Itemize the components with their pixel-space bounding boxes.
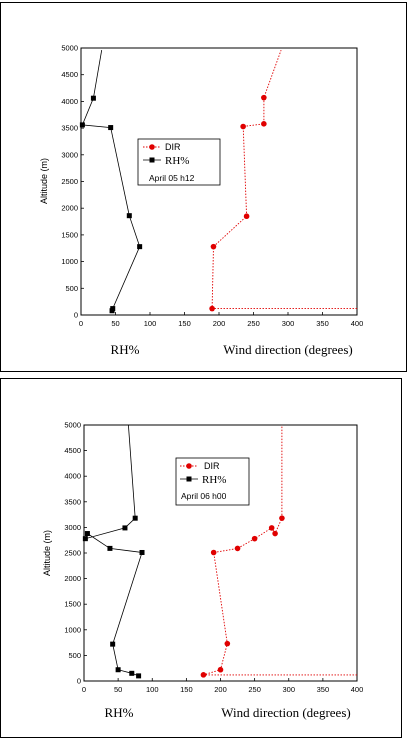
point-dir	[209, 305, 215, 312]
y-tick-label: 5000	[64, 421, 81, 430]
point-rh	[90, 95, 96, 101]
point-rh	[110, 306, 116, 312]
legend-dir-marker	[186, 463, 192, 469]
point-rh	[108, 125, 114, 131]
legend: DIR RH% April 05 h12	[137, 138, 221, 186]
point-dir	[279, 515, 285, 521]
legend-rh-marker	[149, 157, 155, 163]
y-tick-label: 1500	[64, 600, 81, 609]
point-dir	[251, 535, 258, 542]
x-tick-label: 100	[146, 685, 159, 694]
series-line-dir	[211, 49, 357, 310]
point-rh	[115, 667, 121, 673]
point-rh	[122, 525, 128, 531]
point-dir	[210, 549, 217, 556]
point-dir	[272, 530, 278, 537]
point-dir	[234, 545, 241, 552]
y-tick-label: 500	[68, 651, 81, 660]
y-tick-label: 2500	[64, 549, 81, 558]
y-tick-label: 2000	[61, 204, 78, 213]
point-rh	[137, 244, 143, 250]
y-axis-label: Altitude (m)	[42, 530, 52, 576]
chart-panel-april-06: Altitude (m) RH% Wind direction (degrees…	[0, 378, 402, 738]
point-dir	[217, 666, 224, 673]
point-rh	[82, 536, 88, 542]
legend-date: April 05 h12	[149, 173, 195, 183]
legend-dir-marker	[149, 144, 155, 150]
chart-april-06: Altitude (m) RH% Wind direction (degrees…	[42, 421, 364, 721]
y-tick-label: 5000	[61, 44, 78, 53]
chart-panel-april-05: Altitude (m) RH% Wind direction (degrees…	[0, 2, 407, 372]
point-dir	[268, 525, 275, 531]
y-tick-label: 3000	[61, 150, 78, 159]
x-axis-label-wind: Wind direction (degrees)	[221, 705, 350, 720]
y-tick-label: 3000	[64, 523, 81, 532]
legend-dir-label: DIR	[204, 461, 220, 471]
point-dir	[261, 121, 267, 127]
point-rh	[126, 213, 132, 219]
x-tick-label: 150	[180, 685, 193, 694]
legend: DIR RH% April 06 h00	[175, 457, 250, 506]
y-tick-label: 1000	[64, 625, 81, 634]
x-tick-label: 250	[247, 319, 260, 328]
y-tick-label: 500	[65, 284, 78, 293]
legend-rh-label: RH%	[165, 155, 189, 167]
y-tick-label: 3500	[64, 497, 81, 506]
point-dir	[200, 672, 207, 678]
x-axis-label-wind: Wind direction (degrees)	[223, 342, 352, 357]
y-tick-label: 4500	[61, 70, 78, 79]
point-rh	[132, 515, 138, 521]
point-rh	[107, 545, 113, 551]
x-tick-label: 150	[178, 319, 191, 328]
series-line-rh	[84, 424, 143, 677]
legend-date: April 06 h00	[181, 491, 227, 501]
point-rh	[129, 670, 135, 676]
y-tick-label: 4000	[64, 472, 81, 481]
legend-rh-label: RH%	[202, 474, 226, 486]
x-tick-label: 200	[213, 319, 226, 328]
series-line-dir	[203, 425, 357, 676]
x-tick-label: 400	[351, 319, 364, 328]
y-tick-label: 1500	[61, 230, 78, 239]
x-tick-label: 300	[282, 685, 295, 694]
legend-dir-label: DIR	[165, 142, 181, 152]
y-tick-label: 2500	[61, 177, 78, 186]
point-dir	[224, 640, 231, 647]
x-tick-label: 100	[144, 319, 157, 328]
legend-rh-marker	[186, 476, 192, 482]
point-rh	[79, 122, 85, 128]
point-rh	[136, 673, 142, 679]
x-tick-label: 300	[282, 319, 295, 328]
y-axis-label: Altitude (m)	[39, 158, 49, 204]
point-dir	[261, 94, 267, 101]
point-dir	[210, 243, 217, 250]
x-tick-label: 350	[316, 319, 329, 328]
y-tick-label: 1000	[61, 257, 78, 266]
y-tick-label: 0	[77, 677, 81, 686]
point-dir	[243, 213, 250, 220]
y-tick-label: 4000	[61, 97, 78, 106]
x-tick-label: 50	[114, 685, 122, 694]
point-rh	[139, 549, 145, 555]
point-rh	[84, 531, 90, 537]
x-tick-label: 50	[111, 319, 119, 328]
x-tick-label: 0	[79, 319, 83, 328]
x-axis-label-rh: RH%	[105, 705, 134, 720]
y-tick-label: 0	[74, 311, 78, 320]
x-tick-label: 350	[317, 685, 330, 694]
y-tick-label: 3500	[61, 124, 78, 133]
series-line-rh	[81, 50, 141, 311]
x-tick-label: 400	[351, 685, 364, 694]
point-dir	[240, 123, 246, 130]
y-tick-label: 2000	[64, 574, 81, 583]
x-tick-label: 0	[82, 685, 86, 694]
x-axis-label-rh: RH%	[111, 342, 140, 357]
x-tick-label: 250	[248, 685, 261, 694]
point-rh	[110, 641, 116, 647]
chart-april-05: Altitude (m) RH% Wind direction (degrees…	[39, 44, 364, 358]
y-tick-label: 4500	[64, 446, 81, 455]
x-tick-label: 200	[214, 685, 227, 694]
